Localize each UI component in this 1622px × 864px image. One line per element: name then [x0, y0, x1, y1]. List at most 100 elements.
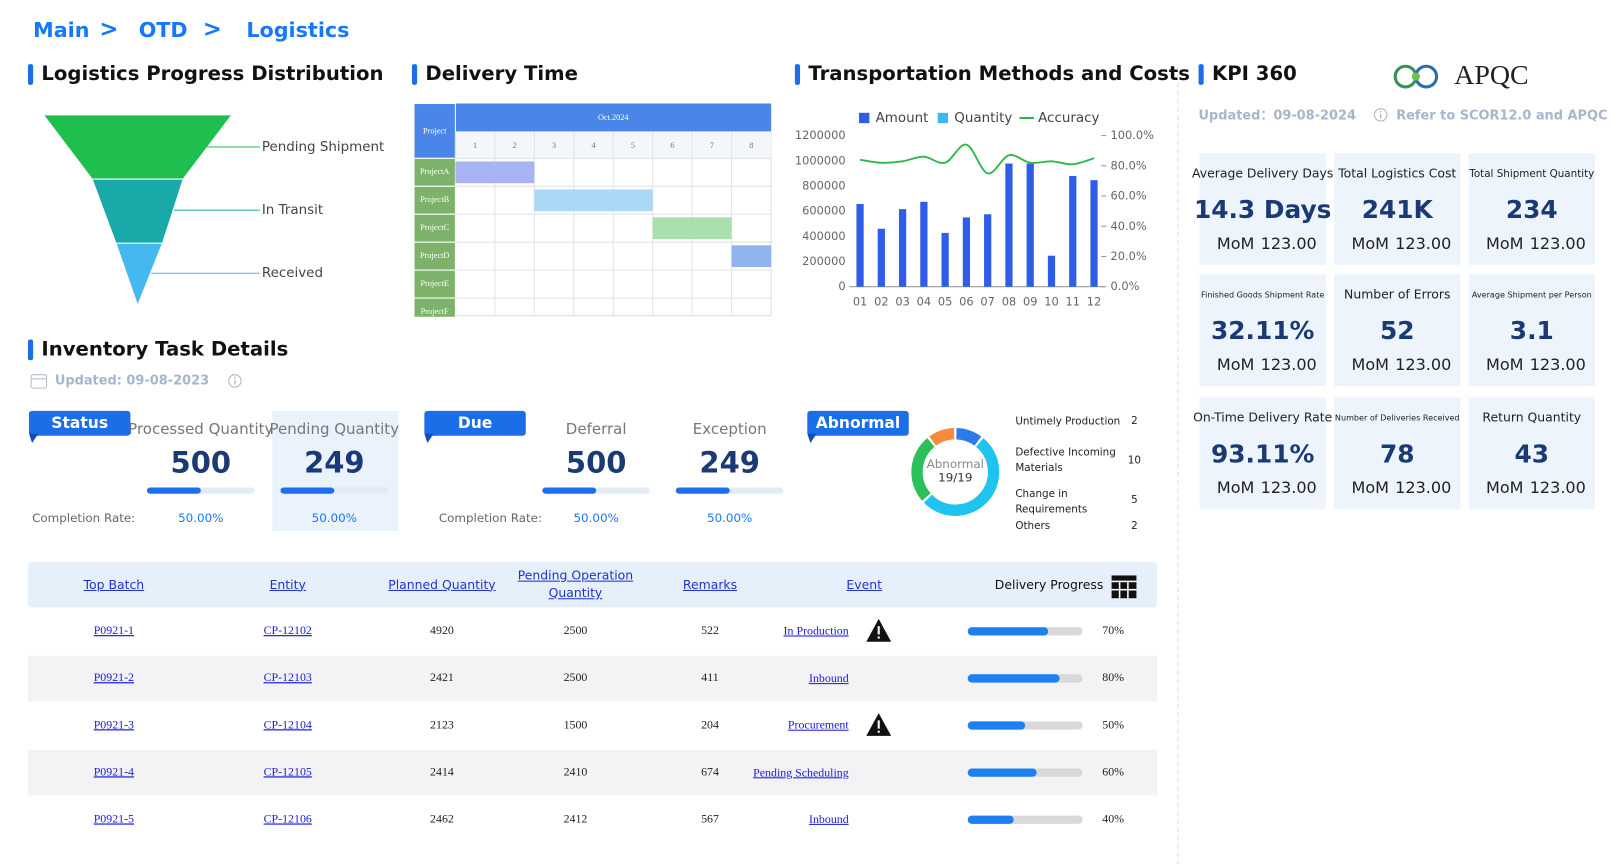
cell-batch[interactable]: P0921-1: [94, 623, 134, 637]
kpi-mom-value: 123.00: [1395, 478, 1451, 497]
y2-tick-label: 80.0%: [1111, 158, 1147, 172]
kpi-label: Number of Errors: [1344, 286, 1450, 301]
kpi-value: 93.11%: [1211, 439, 1315, 468]
group-tag-tail: [424, 433, 434, 443]
gantt-corner: [413, 103, 456, 159]
calendar-icon: [30, 374, 48, 389]
gantt-corner-label: Project: [423, 126, 447, 135]
info-icon-dot: [234, 376, 236, 379]
legend-label: Amount: [876, 111, 929, 126]
gantt-project: ProjectD: [420, 251, 449, 260]
progress-label: 80%: [1102, 670, 1124, 684]
x-tick-label: 09: [1023, 295, 1037, 309]
cell-planned: 4920: [430, 623, 454, 637]
group-tag-label: Due: [458, 414, 492, 432]
kpi-value: 32.11%: [1211, 316, 1315, 345]
cell-entity[interactable]: CP-12102: [264, 623, 312, 637]
abnormal-tag-label: Abnormal: [816, 414, 900, 432]
abnormal-item-label: Untimely Production: [1015, 416, 1121, 428]
kpi-label: Total Logistics Cost: [1337, 165, 1456, 180]
bar: [1026, 163, 1034, 287]
breadcrumb-item[interactable]: OTD: [139, 18, 188, 42]
x-tick-label: 04: [917, 295, 931, 309]
column-header-box: Pending Operation Quantity: [517, 568, 634, 601]
gantt-project: ProjectC: [420, 223, 449, 232]
column-header[interactable]: Planned Quantity: [388, 577, 496, 592]
column-header-box: Planned Quantity: [388, 577, 496, 592]
kpi-card: [1199, 274, 1326, 387]
legend-label: Accuracy: [1038, 111, 1099, 126]
progress-fill: [967, 768, 1037, 777]
gantt-task: [652, 217, 732, 240]
cell-entity[interactable]: CP-12103: [264, 670, 312, 684]
kpi-mom-label: MoM: [1486, 478, 1523, 497]
x-tick-label: 08: [1002, 295, 1016, 309]
metric-value: 249: [699, 446, 759, 480]
dashboard-content: Main > OTD > Logistics Logistics Progress Dis…: [27, 17, 1607, 864]
column-header[interactable]: Event: [846, 577, 883, 592]
group-tag-tail: [28, 433, 39, 443]
event-link[interactable]: Procurement: [787, 719, 849, 732]
warning-icon-dot: [877, 730, 880, 733]
column-header[interactable]: Remarks: [682, 577, 738, 592]
progress-fill: [967, 674, 1060, 683]
gantt-day: 4: [591, 141, 595, 150]
metric-label: Processed Quantity: [128, 420, 273, 438]
progress-fill: [967, 627, 1049, 636]
progress-fill: [675, 487, 730, 494]
y2-tick-label: 20.0%: [1111, 249, 1147, 263]
metric-label: Pending Quantity: [270, 420, 400, 438]
event-link[interactable]: In Production: [783, 625, 849, 638]
section-marker: [794, 64, 801, 85]
x-tick-label: 02: [874, 295, 888, 309]
y-tick-label: 1000000: [795, 153, 846, 167]
kpi-card: [1199, 153, 1326, 265]
cell-batch[interactable]: P0921-5: [94, 811, 134, 825]
metric-value: 500: [566, 446, 626, 480]
section-marker: [27, 64, 34, 85]
gantt-project: ProjectE: [420, 279, 448, 288]
kpi-value: 43: [1515, 439, 1550, 468]
kpi-mom-value: 123.00: [1530, 478, 1586, 497]
kpi-mom-value: 123.00: [1395, 234, 1451, 253]
breadcrumb-item[interactable]: Main: [33, 18, 89, 42]
kpi-mom-value: 123.00: [1530, 234, 1586, 253]
gantt-task: [534, 189, 653, 212]
metric-highlight: [272, 410, 399, 531]
y2-tick-label: 100.0%: [1111, 128, 1155, 142]
cell-entity[interactable]: CP-12104: [264, 717, 312, 731]
event-link[interactable]: Inbound: [809, 813, 849, 826]
x-tick-label: 07: [980, 295, 994, 309]
cell-entity[interactable]: CP-12106: [264, 811, 312, 825]
bar: [1069, 176, 1077, 287]
gantt-task: [455, 161, 535, 184]
y2-tick-label: 0.0%: [1111, 279, 1140, 293]
event-link[interactable]: Pending Scheduling: [753, 766, 849, 779]
progress-fill: [967, 815, 1014, 824]
section-title: KPI 360: [1212, 62, 1297, 85]
kpi-mom-value: 123.00: [1395, 355, 1451, 374]
kpi-card: [1468, 397, 1595, 510]
y2-tick-label: 40.0%: [1111, 219, 1147, 233]
kpi-label: Return Quantity: [1482, 410, 1581, 425]
breadcrumb-item[interactable]: Logistics: [246, 18, 349, 42]
abnormal-item-label-box: Untimely Production: [1015, 416, 1121, 428]
cell-batch[interactable]: P0921-3: [94, 717, 134, 731]
table-icon-line: [1111, 580, 1137, 583]
gantt-row-header: [413, 297, 456, 317]
progress-fill: [542, 487, 597, 494]
cell-remarks: 411: [701, 670, 718, 684]
abnormal-item-count: 2: [1131, 415, 1138, 427]
gantt-row-header: [413, 241, 456, 271]
funnel-stage: [42, 114, 233, 180]
abnormal-item-label-box: Others: [1015, 521, 1050, 532]
event-link[interactable]: Inbound: [809, 672, 849, 685]
cell-batch[interactable]: P0921-4: [94, 764, 134, 778]
column-header[interactable]: Pending Operation Quantity: [517, 568, 634, 601]
column-header[interactable]: Entity: [269, 577, 306, 592]
cell-entity[interactable]: CP-12105: [264, 764, 312, 778]
group-tag: [424, 410, 526, 436]
cell-batch[interactable]: P0921-2: [94, 670, 134, 684]
column-header[interactable]: Top Batch: [83, 577, 145, 592]
